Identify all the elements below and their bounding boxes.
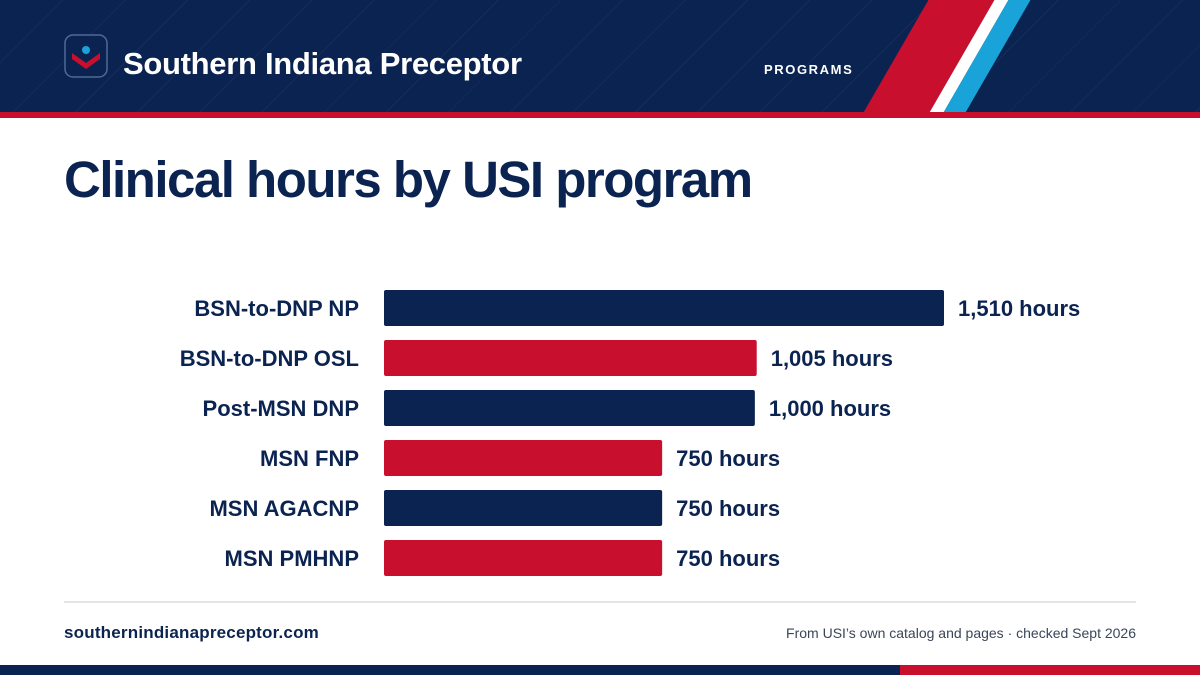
category-label: BSN-to-DNP OSL [180, 346, 359, 371]
value-label: 750 hours [676, 496, 780, 521]
footer-site-link[interactable]: southernindianapreceptor.com [64, 623, 319, 642]
category-label: BSN-to-DNP NP [194, 296, 359, 321]
chart-title: Clinical hours by USI program [64, 151, 753, 208]
category-label: MSN PMHNP [225, 546, 359, 571]
value-label: 1,510 hours [958, 296, 1080, 321]
bar [384, 290, 944, 326]
source-note: From USI’s own catalog and pages · check… [786, 625, 1136, 641]
value-label: 1,000 hours [769, 396, 891, 421]
bottom-navy-bar [0, 665, 900, 675]
value-label: 1,005 hours [771, 346, 893, 371]
nav-programs-link[interactable]: PROGRAMS [764, 62, 854, 77]
brand-name[interactable]: Southern Indiana Preceptor [123, 46, 522, 81]
category-label: MSN FNP [260, 446, 359, 471]
footer-divider [64, 601, 1136, 603]
category-label: MSN AGACNP [209, 496, 359, 521]
checkmark-badge-icon[interactable] [64, 34, 108, 78]
bar-chart: BSN-to-DNP NP 1,510 hours BSN-to-DNP OSL 1,… [180, 290, 1080, 576]
value-label: 750 hours [676, 446, 780, 471]
header-banner: Southern Indiana Preceptor PROGRAMS [0, 0, 1200, 112]
bar [384, 340, 757, 376]
value-label: 750 hours [676, 546, 780, 571]
bar [384, 440, 663, 476]
category-label: Post-MSN DNP [203, 396, 359, 421]
bottom-red-bar [900, 665, 1200, 675]
header-red-rule [0, 112, 1200, 118]
bar [384, 540, 663, 576]
bar [384, 490, 663, 526]
bar [384, 390, 755, 426]
